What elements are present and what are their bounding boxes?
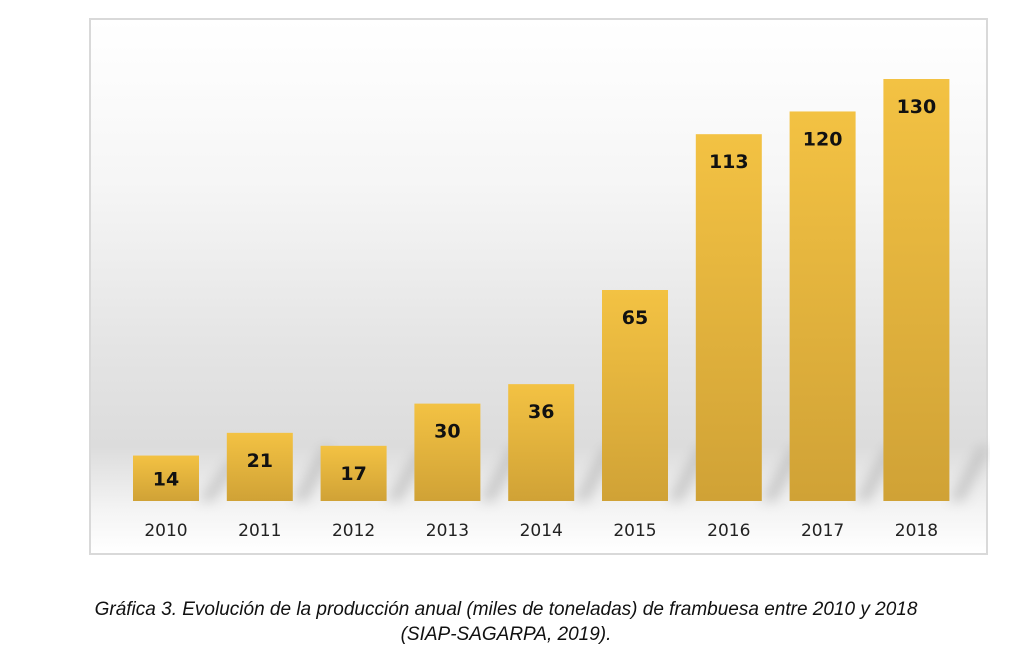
- caption-line-1: Gráfica 3. Evolución de la producción an…: [94, 599, 918, 620]
- bars: [133, 79, 950, 501]
- x-tick-2011: 2011: [238, 521, 281, 541]
- chart-frame: 14 21 17 30 36 65 113 120 130 2010 2011 2012 2013 20…: [89, 18, 990, 555]
- data-label-2015: 65: [622, 307, 648, 329]
- data-label-2011: 21: [247, 450, 273, 472]
- bar-2017: [789, 111, 856, 501]
- data-label-2010: 14: [153, 468, 179, 490]
- bar-2016: [695, 134, 762, 501]
- bar-2013: [414, 403, 481, 501]
- bar-shadows: [199, 447, 990, 501]
- x-tick-2010: 2010: [144, 521, 187, 541]
- data-label-2018: 130: [897, 96, 937, 118]
- data-label-2016: 113: [709, 151, 749, 173]
- data-labels: 14 21 17 30 36 65 113 120 130: [153, 96, 936, 490]
- data-label-2013: 30: [434, 421, 460, 443]
- bar-2011: [226, 432, 293, 501]
- data-label-2017: 120: [803, 128, 843, 150]
- bar-2015: [602, 290, 668, 501]
- data-label-2014: 36: [528, 401, 554, 423]
- bar-shadow: [949, 447, 990, 501]
- x-tick-2016: 2016: [707, 521, 750, 541]
- x-tick-2013: 2013: [426, 521, 469, 541]
- bar-2018: [883, 79, 950, 501]
- bar-2012: [320, 445, 387, 501]
- x-axis-ticks: 2010 2011 2012 2013 2014 2015 2016 2017 2018: [144, 521, 938, 541]
- bar-2014: [508, 384, 575, 501]
- x-tick-2018: 2018: [895, 521, 938, 541]
- x-tick-2014: 2014: [520, 521, 563, 541]
- data-label-2012: 17: [340, 463, 366, 485]
- figure-caption: Gráfica 3. Evolución de la producción an…: [0, 597, 1012, 647]
- x-tick-2017: 2017: [801, 521, 844, 541]
- bar-2010: [133, 455, 199, 501]
- x-tick-2015: 2015: [613, 521, 656, 541]
- x-tick-2012: 2012: [332, 521, 375, 541]
- caption-line-2: (SIAP-SAGARPA, 2019).: [400, 624, 612, 645]
